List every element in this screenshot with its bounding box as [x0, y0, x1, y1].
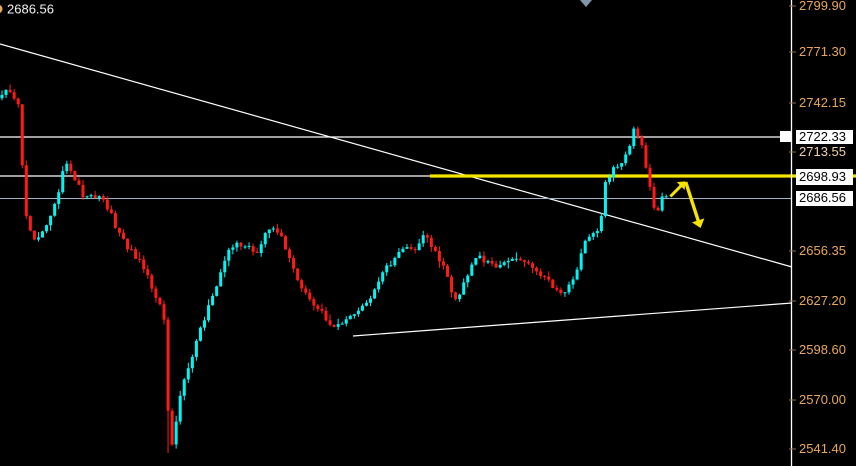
svg-text:2698.93: 2698.93: [799, 169, 846, 184]
svg-text:2771.30: 2771.30: [799, 44, 846, 59]
svg-text:2656.35: 2656.35: [799, 243, 846, 258]
svg-text:2627.20: 2627.20: [799, 293, 846, 308]
svg-text:2742.15: 2742.15: [799, 95, 846, 110]
svg-text:2598.60: 2598.60: [799, 342, 846, 357]
svg-text:2541.40: 2541.40: [799, 441, 846, 456]
svg-text:2686.56: 2686.56: [799, 190, 846, 205]
svg-text:2686.56: 2686.56: [7, 2, 54, 17]
svg-text:2722.33: 2722.33: [799, 129, 846, 144]
svg-text:2799.90: 2799.90: [799, 0, 846, 13]
svg-text:2570.00: 2570.00: [799, 392, 846, 407]
svg-text:2713.55: 2713.55: [799, 144, 846, 159]
